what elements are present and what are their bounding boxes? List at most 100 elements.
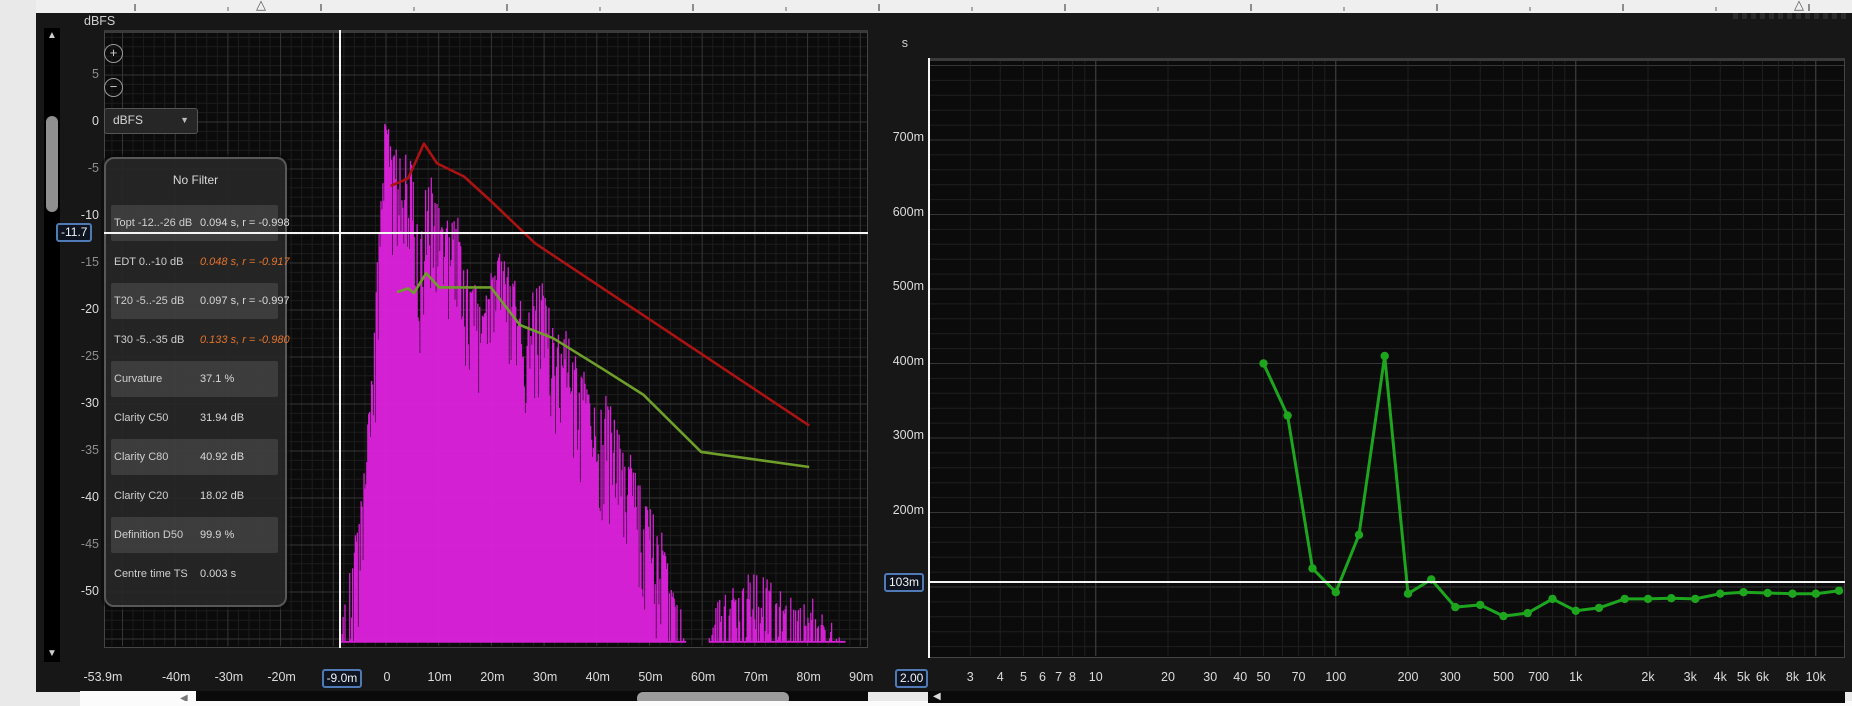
measurement-label: Clarity C80 [114, 451, 169, 463]
ruler-marker-left-icon[interactable]: △ [256, 0, 266, 12]
ruler-tick [134, 4, 136, 11]
axis-tick-label: -5 [87, 161, 99, 175]
axis-tick-label: -30m [214, 670, 244, 684]
ruler-tick [227, 7, 229, 11]
measurement-label: EDT 0..-10 dB [114, 256, 184, 268]
axis-tick-label: 30 [1203, 670, 1218, 684]
scroll-left-icon[interactable]: ◀ [180, 693, 188, 704]
left-cursor-y-readout: -11.7 [56, 223, 93, 242]
measurement-value: 0.133 s, r = -0.980 [200, 334, 290, 346]
axis-tick-label: 2k [1641, 670, 1655, 684]
axis-tick-label: 70 [1291, 670, 1306, 684]
axis-tick-label: -25 [80, 349, 99, 363]
axis-tick-label: -50 [80, 584, 99, 598]
ruler-tick [1343, 7, 1345, 11]
right-horizontal-scrollbar[interactable]: ◀ [928, 691, 1845, 703]
measurement-row: Definition D50 99.9 % [111, 517, 278, 553]
axis-tick-label: 600m [892, 204, 924, 219]
left-scrollbar-thumb[interactable] [46, 116, 58, 212]
measurement-value: 0.003 s [200, 568, 237, 580]
left-crosshair-horizontal [104, 232, 868, 234]
axis-tick-label: 30m [532, 670, 558, 684]
axis-tick-label: 50m [638, 670, 663, 684]
measurement-overlay-panel: No Filter Topt -12..-26 dB 0.094 s, r = -… [104, 157, 290, 607]
measurement-label: T20 -5..-25 dB [114, 295, 185, 307]
ruler-tick [599, 7, 601, 11]
axis-tick-label: -10 [80, 208, 99, 222]
axis-tick-label: 500 [1493, 670, 1514, 684]
axis-tick-label: 10 [1088, 670, 1103, 684]
zoom-in-button[interactable]: + [104, 44, 123, 63]
axis-tick-label: 5k [1736, 670, 1751, 684]
axis-tick-label: -40m [161, 670, 191, 684]
right-crosshair-vertical [928, 58, 930, 658]
axis-tick-label: 40m [585, 670, 610, 684]
right-scroll-left-icon[interactable]: ◀ [933, 691, 941, 702]
scroll-up-icon[interactable]: ▲ [47, 30, 57, 41]
bottom-edge-strip [80, 701, 1852, 706]
axis-tick-label: 90m [849, 670, 874, 684]
left-vertical-scrollbar[interactable]: ▲ ▼ [44, 28, 60, 662]
ruler-tick [971, 7, 973, 11]
ruler-tick [1715, 7, 1717, 11]
ruler-tick [1529, 7, 1531, 11]
zoom-out-button[interactable]: − [104, 78, 123, 97]
axis-tick-label: 500m [892, 279, 924, 293]
axis-tick-label: 50 [1256, 670, 1271, 684]
axis-tick-label: 400m [892, 353, 924, 368]
axis-tick-label: -53.9m [83, 670, 123, 684]
measurement-value: 40.92 dB [200, 451, 245, 463]
axis-tick-label: 5 [1020, 670, 1027, 684]
impulse-plot-area[interactable] [104, 30, 868, 648]
measurement-row: Topt -12..-26 dB 0.094 s, r = -0.998 [111, 205, 290, 241]
axis-tick-label: -20 [80, 302, 99, 316]
axis-tick-label: 700m [892, 130, 924, 144]
ruler-marker-right-icon[interactable]: △ [1794, 0, 1804, 12]
right-cursor-x-readout: 2.00 [895, 669, 929, 688]
axis-tick-label: -20m [267, 670, 296, 684]
axis-tick-label: 8k [1785, 670, 1800, 684]
axis-tick-label: 80m [796, 670, 821, 684]
measurement-value: 0.048 s, r = -0.917 [200, 256, 290, 268]
measurement-value: 18.02 dB [200, 490, 245, 502]
axis-tick-label: -40 [80, 490, 99, 504]
left-crosshair-vertical [339, 30, 341, 648]
axis-tick-label: -45 [80, 537, 99, 551]
axis-tick-label: 60m [691, 670, 716, 684]
scroll-down-icon[interactable]: ▼ [47, 648, 57, 659]
clipped-text-fragment [1733, 13, 1847, 19]
right-crosshair-horizontal [928, 581, 1845, 583]
measurement-label: T30 -5..-35 dB [114, 334, 185, 346]
measurement-row: Clarity C50 31.94 dB [111, 400, 278, 436]
measurement-row: Clarity C80 40.92 dB [111, 439, 278, 475]
rt60-plot-area[interactable] [928, 58, 1845, 658]
measurement-value: 99.9 % [200, 529, 235, 541]
axis-tick-label: 300m [892, 428, 924, 442]
top-overview-ruler[interactable]: △ △ [36, 0, 1852, 14]
axis-tick-label: -15 [80, 255, 99, 269]
left-cursor-x-readout: -9.0m [321, 669, 363, 688]
axis-tick-label: 0 [383, 670, 391, 684]
measurement-label: Clarity C20 [114, 490, 169, 502]
axis-tick-label: -35 [80, 443, 99, 457]
axis-tick-label: 5 [92, 67, 99, 81]
ruler-tick [1622, 4, 1624, 11]
axis-tick-label: 8 [1069, 670, 1076, 684]
axis-tick-label: 3k [1683, 670, 1697, 684]
chevron-down-icon: ▼ [180, 115, 189, 125]
axis-tick-label: 200 [1397, 670, 1419, 684]
measurement-value: 0.094 s, r = -0.998 [200, 217, 290, 229]
axis-tick-label: 10m [427, 670, 452, 684]
measurement-label: Topt -12..-26 dB [114, 217, 193, 229]
left-axis-unit-label: dBFS [84, 14, 116, 28]
measurement-value: 31.94 dB [200, 412, 245, 424]
unit-selector[interactable]: dBFS ▼ [104, 108, 198, 134]
axis-tick-label: 1k [1569, 670, 1583, 684]
axis-tick-label: 6k [1755, 670, 1770, 684]
axis-tick-label: 200m [892, 502, 924, 517]
measurement-label: Curvature [114, 373, 163, 385]
measurement-label: Clarity C50 [114, 412, 169, 424]
axis-tick-label: 4 [996, 670, 1004, 684]
axis-tick-label: 10k [1805, 670, 1826, 684]
